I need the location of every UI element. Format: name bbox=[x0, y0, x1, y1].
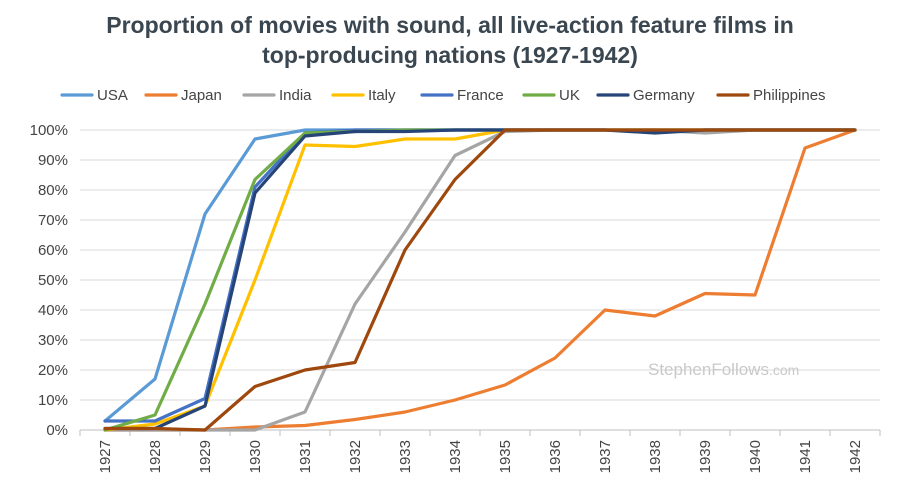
x-tick-1937: 1937 bbox=[597, 440, 614, 473]
series-line-germany bbox=[103, 128, 857, 431]
legend-item-india: India bbox=[242, 87, 312, 104]
y-tick-labels: 0% 10% 20% 30% 40% 50% 60% 70% 80% 90% 100% bbox=[30, 122, 68, 439]
y-tick-90pct: 90% bbox=[38, 152, 68, 169]
y-tick-20pct: 20% bbox=[38, 362, 68, 379]
x-tick-1938: 1938 bbox=[647, 440, 664, 473]
x-tick-1933: 1933 bbox=[397, 440, 414, 473]
chart-title-line-2: top-producing nations (1927-1942) bbox=[262, 42, 638, 68]
legend-label-france: France bbox=[457, 87, 504, 104]
legend-label-philippines: Philippines bbox=[753, 87, 826, 104]
legend-label-usa: USA bbox=[97, 87, 128, 104]
legend-item-japan: Japan bbox=[144, 87, 222, 104]
x-tick-1934: 1934 bbox=[447, 440, 464, 473]
y-tick-70pct: 70% bbox=[38, 212, 68, 229]
chart-title-line-1: Proportion of movies with sound, all liv… bbox=[106, 12, 794, 38]
watermark-main: StephenFollows bbox=[648, 360, 769, 379]
y-tick-100pct: 100% bbox=[30, 122, 68, 139]
x-tick-1929: 1929 bbox=[197, 440, 214, 473]
x-tick-1942: 1942 bbox=[847, 440, 864, 473]
legend-label-germany: Germany bbox=[633, 87, 695, 104]
y-tick-40pct: 40% bbox=[38, 302, 68, 319]
y-tick-0pct: 0% bbox=[46, 422, 68, 439]
x-tick-1930: 1930 bbox=[247, 440, 264, 473]
y-tick-50pct: 50% bbox=[38, 272, 68, 289]
y-tick-30pct: 30% bbox=[38, 332, 68, 349]
watermark-suffix: .com bbox=[769, 362, 799, 378]
watermark-text: StephenFollows.com bbox=[648, 360, 799, 379]
legend-item-italy: Italy bbox=[331, 87, 396, 104]
legend-label-japan: Japan bbox=[181, 87, 222, 104]
series-line-philippines bbox=[103, 128, 857, 432]
x-tick-1939: 1939 bbox=[697, 440, 714, 473]
legend: USA Japan India Italy France UK Germany Philipp… bbox=[60, 87, 826, 104]
legend-item-france: France bbox=[420, 87, 504, 104]
x-tick-1941: 1941 bbox=[797, 440, 814, 473]
y-tick-80pct: 80% bbox=[38, 182, 68, 199]
series-lines bbox=[103, 128, 857, 432]
legend-item-usa: USA bbox=[60, 87, 128, 104]
x-tick-1931: 1931 bbox=[297, 440, 314, 473]
x-tick-1935: 1935 bbox=[497, 440, 514, 473]
x-tick-1928: 1928 bbox=[147, 440, 164, 473]
x-tick-1936: 1936 bbox=[547, 440, 564, 473]
legend-label-india: India bbox=[279, 87, 312, 104]
legend-label-italy: Italy bbox=[368, 87, 396, 104]
legend-label-uk: UK bbox=[559, 87, 580, 104]
x-tick-1940: 1940 bbox=[747, 440, 764, 473]
y-tick-10pct: 10% bbox=[38, 392, 68, 409]
x-tick-1932: 1932 bbox=[347, 440, 364, 473]
legend-item-uk: UK bbox=[522, 87, 580, 104]
x-tick-1927: 1927 bbox=[97, 440, 114, 473]
x-tick-labels: 1927 1928 1929 1930 1931 1932 1933 1934 1935 1936… bbox=[79, 430, 881, 473]
legend-item-germany: Germany bbox=[596, 87, 695, 104]
legend-item-philippines: Philippines bbox=[716, 87, 826, 104]
y-tick-60pct: 60% bbox=[38, 242, 68, 259]
